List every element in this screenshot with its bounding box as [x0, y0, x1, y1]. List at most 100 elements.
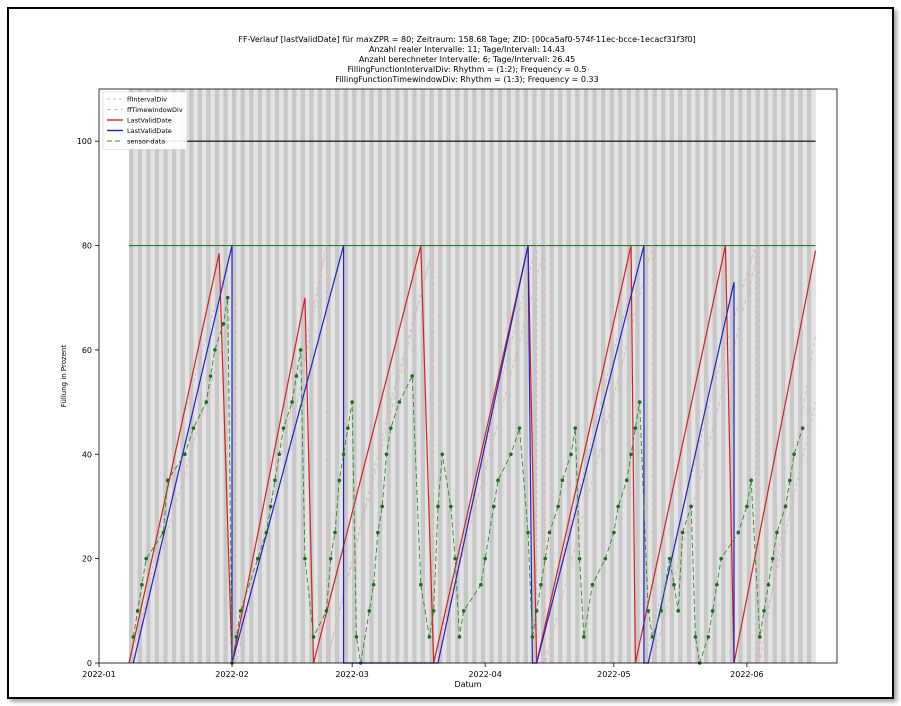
data-point	[650, 635, 655, 639]
data-point	[376, 530, 380, 535]
background-band	[540, 89, 546, 663]
data-point	[427, 635, 432, 639]
background-band	[141, 89, 147, 663]
data-point	[556, 504, 560, 509]
background-band	[146, 89, 151, 663]
background-band	[656, 89, 662, 663]
background-band	[219, 89, 224, 663]
data-point	[388, 426, 393, 430]
data-point	[204, 400, 209, 404]
background-band	[515, 89, 520, 663]
data-point	[672, 582, 676, 587]
y-tick-label: 80	[82, 242, 92, 251]
background-band	[227, 89, 233, 663]
background-band	[558, 89, 563, 663]
background-band	[317, 89, 323, 663]
x-tick-label: 2022-06	[730, 670, 763, 679]
background-band	[472, 89, 477, 663]
background-band	[455, 89, 460, 663]
data-point	[646, 609, 651, 613]
data-point	[788, 478, 792, 483]
data-point	[238, 609, 243, 613]
data-point	[783, 504, 788, 509]
data-point	[380, 504, 384, 509]
background-band	[729, 89, 735, 663]
background-band	[137, 89, 143, 663]
data-point	[281, 426, 286, 430]
background-band	[532, 89, 537, 663]
background-band	[210, 89, 216, 663]
data-point	[161, 530, 166, 535]
data-point	[736, 530, 741, 535]
data-point	[715, 582, 719, 587]
data-point	[440, 452, 445, 457]
background-band	[609, 89, 615, 663]
series-line-ffTimewindowDiv	[128, 245, 816, 664]
background-band	[613, 89, 619, 663]
data-point	[410, 374, 415, 378]
data-point	[530, 635, 535, 639]
background-band	[699, 89, 705, 663]
background-band	[279, 89, 284, 663]
data-point	[577, 556, 582, 561]
background-band	[794, 89, 799, 663]
y-tick-label: 0	[87, 659, 92, 668]
background-band	[189, 89, 194, 663]
data-point	[397, 400, 402, 404]
data-point	[590, 582, 595, 587]
data-point	[667, 556, 672, 561]
background-band	[433, 89, 439, 663]
data-point	[333, 530, 337, 535]
data-point	[775, 530, 779, 535]
background-band	[468, 89, 473, 663]
line-chart: FF-Verlauf [lastValidDate] für maxZPR = …	[60, 35, 838, 689]
background-band	[309, 89, 314, 663]
background-band	[570, 89, 576, 663]
background-band	[450, 89, 456, 663]
data-point	[436, 504, 440, 509]
background-band	[665, 89, 670, 663]
background-band	[575, 89, 580, 663]
background-band	[716, 89, 722, 663]
data-point	[337, 478, 342, 483]
data-point	[509, 452, 513, 457]
background-band	[180, 89, 186, 663]
data-point	[689, 504, 693, 509]
data-point	[637, 400, 642, 404]
background-band	[223, 89, 229, 663]
data-point	[225, 295, 230, 300]
title-line-1: FF-Verlauf [lastValidDate] für maxZPR = …	[238, 35, 695, 44]
background-band	[425, 89, 430, 663]
data-point	[453, 556, 457, 561]
background-band	[673, 89, 679, 663]
data-point	[719, 556, 723, 561]
data-point	[419, 582, 423, 587]
background-band	[150, 89, 156, 663]
background-band	[768, 89, 773, 663]
data-point	[298, 348, 303, 352]
data-point	[573, 426, 578, 430]
background-band	[437, 89, 443, 663]
data-point	[371, 582, 376, 587]
data-point	[629, 452, 633, 457]
background-band	[626, 89, 632, 663]
background-band	[789, 89, 795, 663]
background-band	[506, 89, 512, 663]
series-line-LastValidDate	[128, 245, 817, 664]
data-point	[770, 556, 775, 561]
data-point	[191, 426, 196, 430]
background-band	[811, 89, 816, 663]
title-line-5: FillingFunctionTimewindowDiv: Rhythm = (…	[335, 75, 598, 84]
data-point	[526, 530, 530, 535]
legend-label: ffIntervalDiv	[127, 96, 167, 104]
background-band	[493, 89, 499, 663]
legend-label: sensor-data	[127, 138, 165, 146]
background-band	[244, 89, 250, 663]
background-band	[365, 89, 370, 663]
title-line-4: FillingFunctionIntervalDiv: Rhythm = (1:…	[348, 65, 587, 74]
data-point	[273, 478, 277, 483]
data-point	[255, 556, 260, 561]
data-point	[766, 582, 771, 587]
data-point	[431, 609, 436, 613]
data-point	[140, 582, 144, 587]
